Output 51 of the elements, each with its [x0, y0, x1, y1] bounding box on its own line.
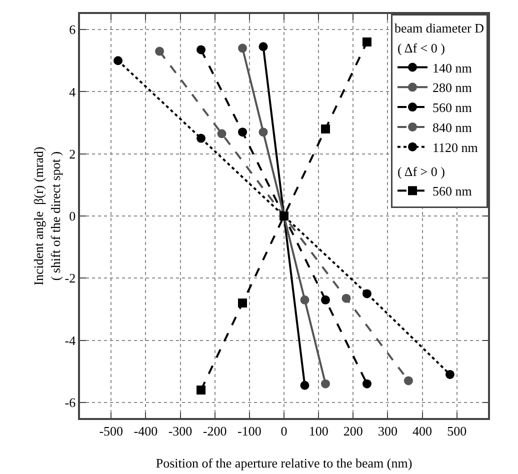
- x-tick-label: -200: [202, 423, 227, 438]
- legend-label: 560 nm: [432, 100, 472, 116]
- point: [362, 37, 372, 46]
- legend-label: 280 nm: [432, 80, 472, 96]
- x-tick-label: 300: [378, 423, 398, 438]
- y-tick-label: 4: [69, 84, 76, 100]
- legend-label: 140 nm: [432, 60, 472, 76]
- x-tick-label: 100: [308, 423, 328, 438]
- point: [300, 295, 310, 304]
- point: [258, 42, 268, 52]
- point: [217, 129, 226, 138]
- annotation: ( Δf < 0 ): [398, 40, 445, 56]
- legend-label: 1120 nm: [432, 140, 478, 155]
- legend-title: beam diameter D: [394, 20, 484, 36]
- y-tick-label: 0: [69, 208, 76, 224]
- x-tick-label: -100: [238, 423, 262, 438]
- x-tick-label: 500: [447, 423, 467, 438]
- point: [258, 128, 268, 137]
- point: [362, 289, 372, 298]
- x-axis-title: Position of the aperture relative to the beam (nm): [156, 456, 412, 470]
- y-axis-title: Incident angle β(r) (mrad) ( shift of the direct spot ): [30, 146, 63, 286]
- legend-label: 560 nm: [432, 184, 472, 199]
- point: [320, 124, 330, 134]
- point: [320, 379, 330, 388]
- point: [196, 45, 206, 54]
- point: [114, 56, 123, 66]
- point: [445, 370, 454, 379]
- y-tick-label: -6: [64, 395, 76, 410]
- point: [320, 295, 330, 304]
- y-tick-label: -2: [64, 270, 76, 286]
- y-tick-label: 6: [69, 22, 76, 38]
- point: [342, 294, 351, 303]
- x-tick-label: 200: [343, 423, 363, 438]
- point: [155, 46, 164, 56]
- point: [300, 380, 310, 390]
- y-tick-label: -4: [64, 332, 76, 348]
- x-tick-label: -400: [134, 423, 158, 438]
- x-tick-label: 0: [280, 423, 288, 438]
- x-tick-label: -500: [99, 423, 124, 438]
- x-tick-label: -300: [168, 423, 192, 438]
- point: [238, 128, 248, 137]
- point: [196, 386, 206, 395]
- point: [404, 376, 413, 386]
- y-tick-label: 2: [69, 146, 76, 162]
- point: [238, 44, 248, 53]
- point: [196, 134, 206, 143]
- x-tick-label: 400: [412, 423, 432, 438]
- point: [238, 298, 248, 308]
- annotation: ( Δf > 0 ): [398, 164, 445, 179]
- legend-label: 840 nm: [432, 120, 472, 136]
- point: [362, 379, 372, 388]
